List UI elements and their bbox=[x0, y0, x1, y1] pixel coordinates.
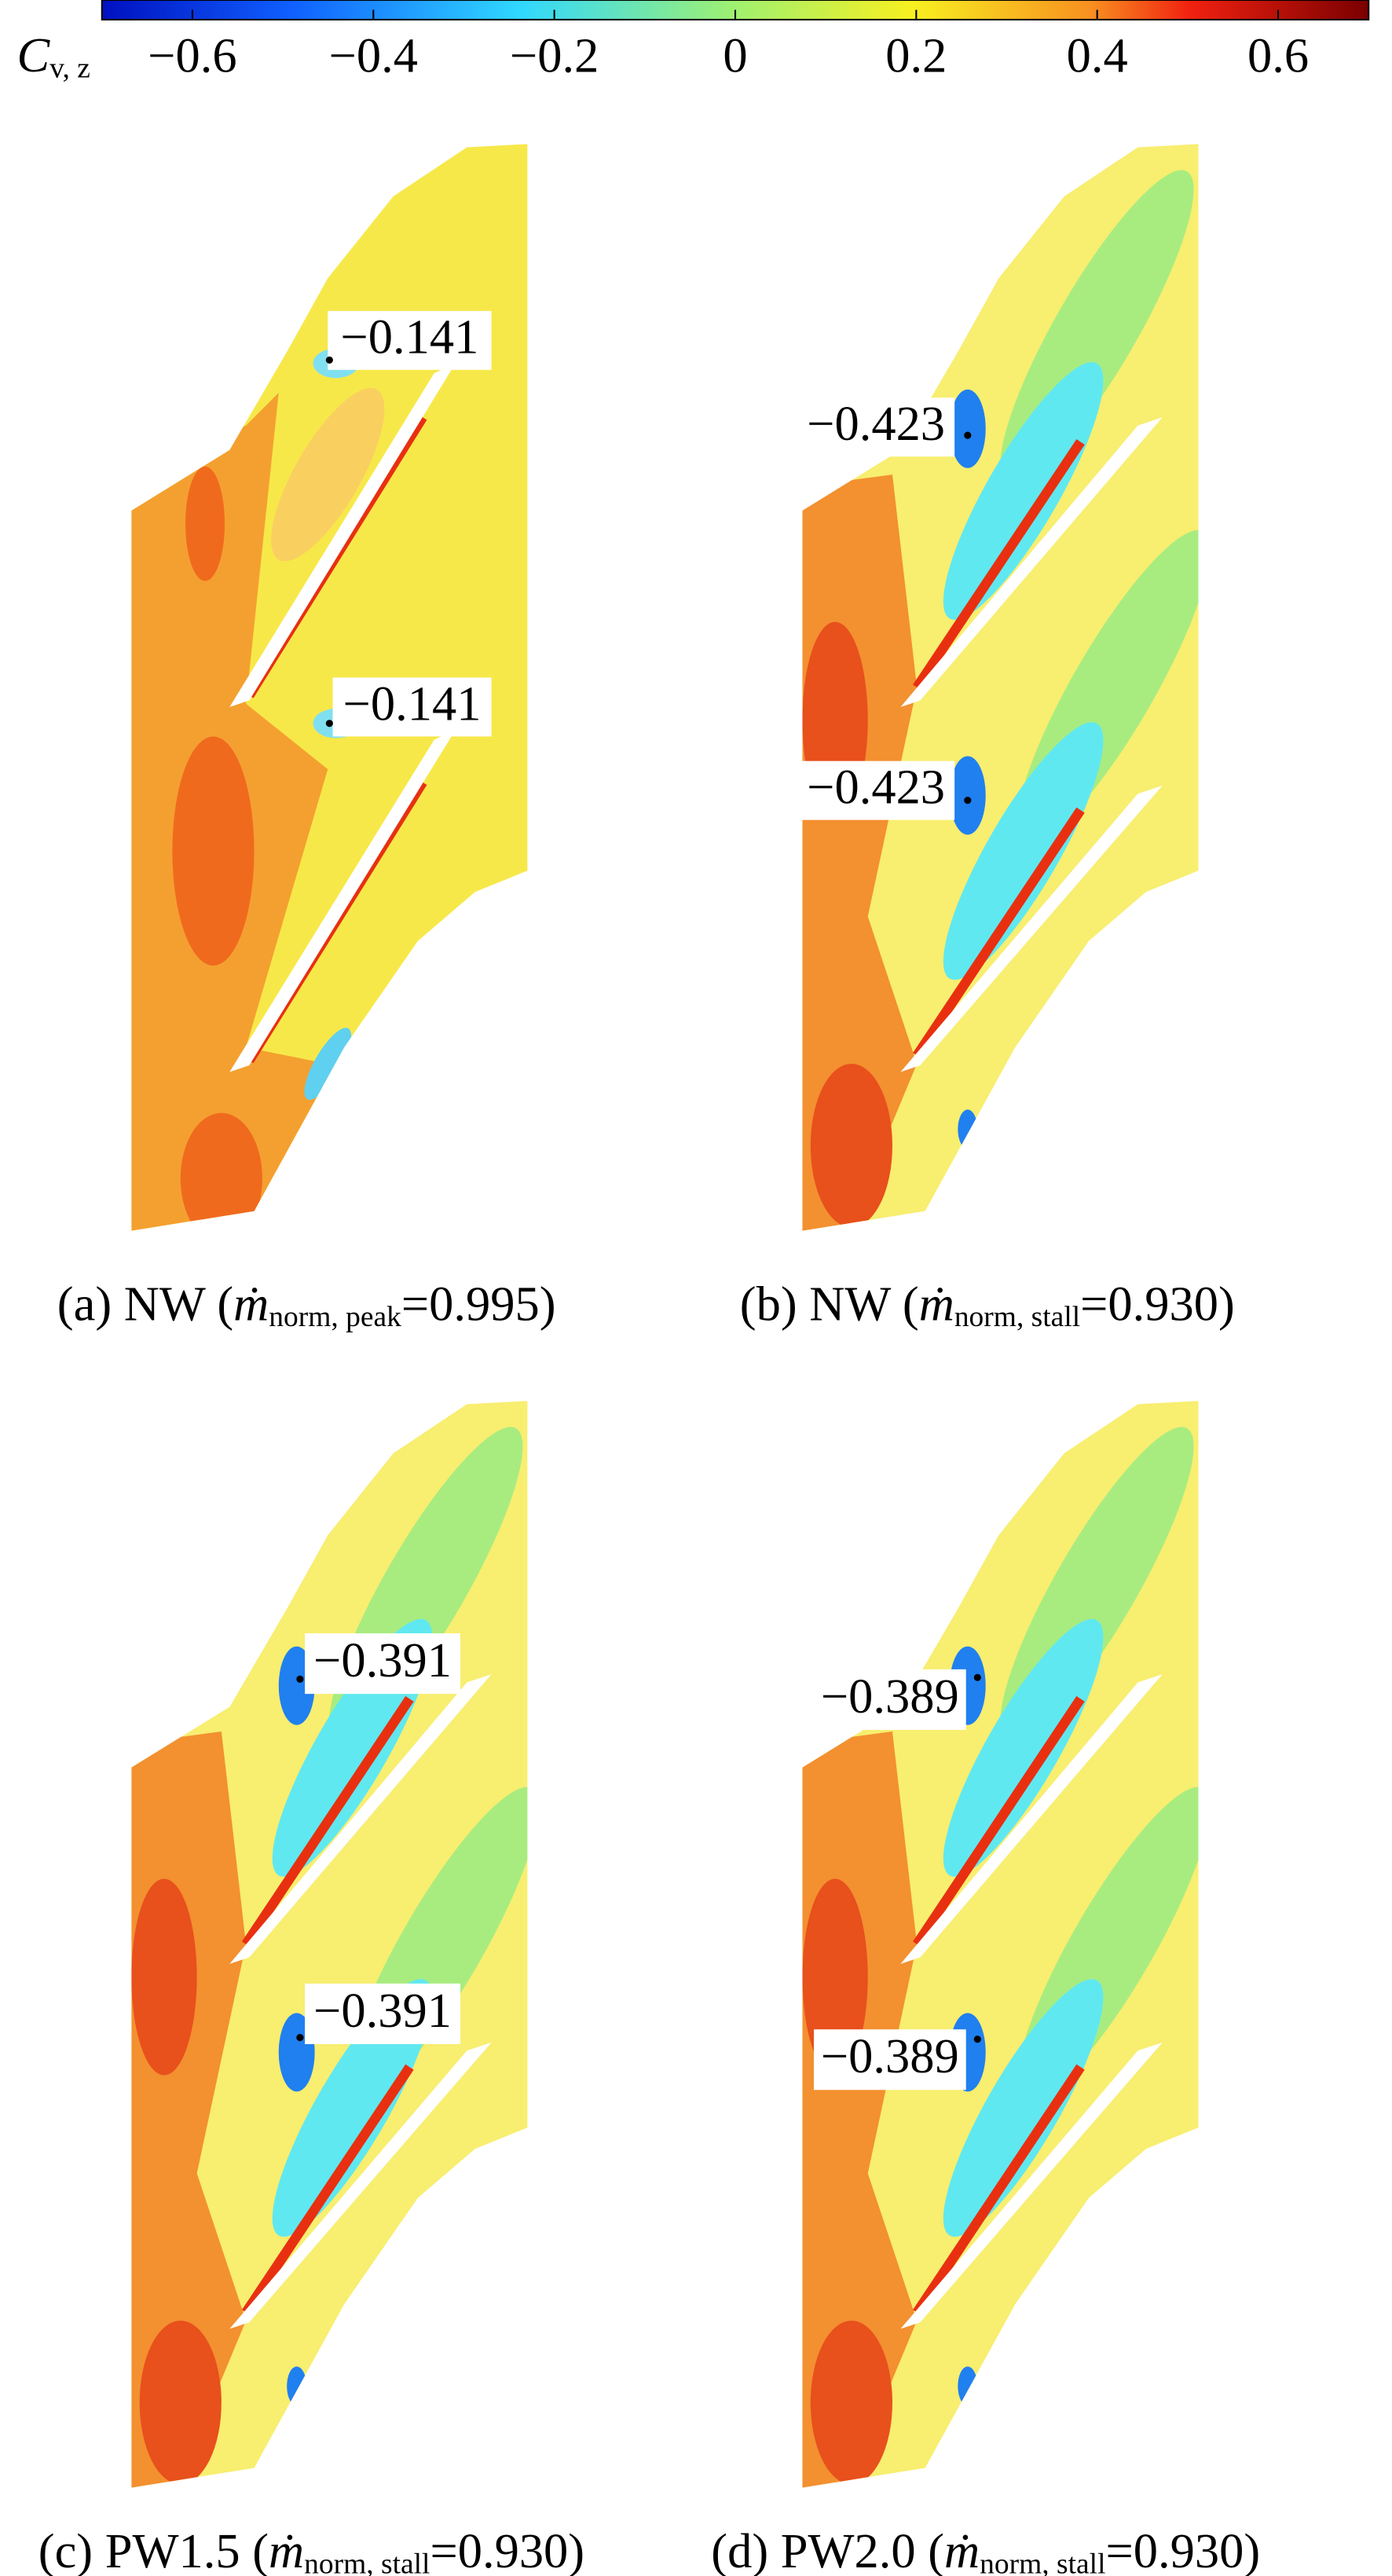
caption-symbol: ṁ bbox=[269, 2523, 304, 2576]
annotation-box bbox=[305, 1633, 461, 1695]
min-point bbox=[973, 2036, 981, 2043]
min-point bbox=[973, 1673, 981, 1681]
annotation-label: −0.391 bbox=[313, 1983, 452, 2038]
annotation-box bbox=[813, 2029, 966, 2090]
annotation-label: −0.389 bbox=[821, 1669, 959, 1724]
caption-symbol: ṁ bbox=[944, 2523, 980, 2576]
annotation-box bbox=[332, 677, 492, 737]
caption-suffix: =0.930) bbox=[430, 2523, 584, 2576]
caption-subscript: norm, stall bbox=[954, 1301, 1080, 1333]
caption-subscript: norm, peak bbox=[269, 1301, 401, 1333]
caption-prefix: (d) PW2.0 ( bbox=[711, 2523, 944, 2576]
panel: −0.391 −0.391 bbox=[296, 1632, 461, 2044]
annotation-label: −0.423 bbox=[807, 396, 945, 451]
annotation-box bbox=[797, 398, 955, 457]
annotation-label: −0.391 bbox=[313, 1632, 452, 1687]
colorbar-tick-label: 0.6 bbox=[1247, 27, 1309, 82]
caption-suffix: =0.995) bbox=[401, 1277, 556, 1332]
contour-plot bbox=[99, 1388, 568, 2517]
colorbar-tick-label: 0 bbox=[723, 27, 747, 82]
min-point bbox=[325, 720, 333, 727]
min-point bbox=[964, 797, 972, 804]
annotation-label: −0.423 bbox=[807, 760, 945, 815]
colorbar-tick-label: −0.4 bbox=[329, 27, 418, 82]
annotation-box bbox=[813, 1669, 966, 1730]
caption: (a) NW (ṁnorm, peak=0.995) bbox=[57, 1277, 556, 1333]
caption: (d) PW2.0 (ṁnorm, stall=0.930) bbox=[711, 2523, 1260, 2576]
annotation-box bbox=[328, 310, 492, 370]
panel: −0.423 −0.423 bbox=[797, 396, 972, 820]
annotation-label: −0.389 bbox=[821, 2028, 959, 2083]
caption-symbol: ṁ bbox=[919, 1277, 954, 1332]
min-point bbox=[964, 431, 972, 439]
colorbar-tick-label: −0.6 bbox=[148, 27, 236, 82]
caption-suffix: =0.930) bbox=[1106, 2523, 1261, 2576]
caption-subscript: norm, stall bbox=[980, 2548, 1105, 2576]
caption-prefix: (c) PW1.5 ( bbox=[38, 2523, 269, 2576]
colorbar-tick-label: 0.2 bbox=[885, 27, 947, 82]
min-point bbox=[325, 356, 333, 364]
caption-prefix: (a) NW ( bbox=[57, 1277, 233, 1332]
caption-symbol: ṁ bbox=[233, 1277, 269, 1332]
contour-plot bbox=[770, 131, 1239, 1260]
annotation-label: −0.141 bbox=[341, 310, 479, 365]
caption-suffix: =0.930) bbox=[1080, 1277, 1235, 1332]
colorbar-tick-label: −0.2 bbox=[510, 27, 599, 82]
contour-plot bbox=[770, 1388, 1239, 2517]
annotation-label: −0.141 bbox=[343, 676, 482, 731]
caption: (c) PW1.5 (ṁnorm, stall=0.930) bbox=[38, 2523, 584, 2576]
caption-subscript: norm, stall bbox=[304, 2548, 430, 2576]
caption: (b) NW (ṁnorm, stall=0.930) bbox=[740, 1277, 1235, 1333]
colorbar-label: Cv, z bbox=[16, 27, 90, 84]
min-point bbox=[296, 2034, 304, 2042]
caption-prefix: (b) NW ( bbox=[740, 1277, 919, 1332]
colorbar-tick-label: 0.4 bbox=[1067, 27, 1128, 82]
min-point bbox=[296, 1675, 304, 1683]
panel: −0.141 −0.141 bbox=[325, 310, 492, 737]
annotation-box bbox=[305, 1983, 461, 2044]
panel: −0.389 −0.389 bbox=[813, 1669, 981, 2090]
annotation-box bbox=[797, 760, 955, 820]
